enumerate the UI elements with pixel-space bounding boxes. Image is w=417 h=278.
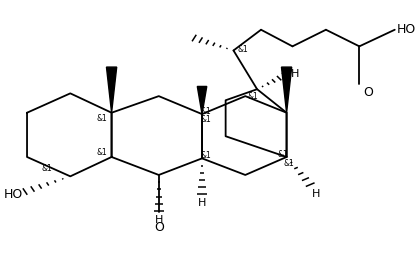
Text: &1: &1 (96, 114, 107, 123)
Text: &1: &1 (41, 163, 52, 173)
Text: &1: &1 (201, 115, 211, 124)
Text: H: H (155, 215, 163, 225)
Text: HO: HO (397, 23, 416, 36)
Text: H: H (198, 198, 206, 208)
Polygon shape (197, 86, 207, 114)
Text: H: H (291, 69, 299, 79)
Polygon shape (106, 67, 117, 113)
Text: &1: &1 (201, 151, 211, 160)
Polygon shape (281, 67, 292, 113)
Text: &1: &1 (238, 44, 249, 54)
Text: HO: HO (4, 188, 23, 201)
Text: &1: &1 (248, 92, 259, 101)
Text: H: H (312, 189, 320, 199)
Text: &1: &1 (96, 148, 107, 157)
Text: &1: &1 (277, 150, 288, 159)
Text: O: O (154, 221, 164, 234)
Text: &1: &1 (201, 107, 211, 116)
Text: O: O (363, 86, 373, 100)
Text: &1: &1 (283, 159, 294, 168)
